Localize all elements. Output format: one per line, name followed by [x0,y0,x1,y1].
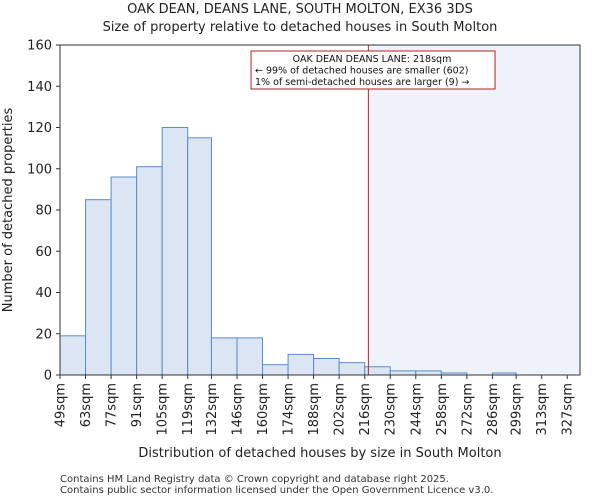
footer-line-2: Contains public sector information licen… [60,485,494,496]
y-tick-label: 120 [27,121,52,136]
x-tick-label: 327sqm [561,383,576,436]
y-tick-label: 0 [44,369,52,384]
histogram-bar [338,362,366,376]
x-tick-label: 132sqm [205,383,220,436]
x-tick-label: 188sqm [307,383,322,436]
larger-region-shade [368,45,580,375]
bars-group [59,127,517,376]
histogram-bar [262,364,289,376]
x-tick-label: 272sqm [460,383,475,436]
x-tick-label: 299sqm [510,383,525,436]
chart-title: OAK DEAN, DEANS LANE, SOUTH MOLTON, EX36… [127,2,473,17]
y-tick-label: 160 [27,39,52,54]
histogram-bar [187,137,212,376]
histogram-bar [389,370,417,376]
x-tick-label: 160sqm [256,383,271,436]
histogram-bar [415,370,442,376]
histogram-bar [85,199,112,376]
histogram-bar [110,176,138,376]
histogram-bar [236,337,264,376]
x-tick-label: 286sqm [486,383,501,436]
x-tick-label: 119sqm [181,383,196,436]
x-tick-label: 313sqm [535,383,550,436]
x-axis-ticks: 49sqm 63sqm 77sqm 91sqm 105sqm 119sqm 132sqm 14… [54,375,576,436]
y-tick-label: 100 [27,162,52,177]
x-tick-label: 77sqm [105,383,120,427]
footer-line-1: Contains HM Land Registry data © Crown c… [60,474,449,485]
x-tick-label: 244sqm [409,383,424,436]
y-tick-label: 60 [35,245,52,260]
annotation-box: OAK DEAN DEANS LANE: 218sqm ← 99% of det… [250,50,496,90]
annotation-line-3: 1% of semi-detached houses are larger (9… [255,77,469,88]
x-axis-label: Distribution of detached houses by size … [138,446,501,461]
y-axis-label: Number of detached properties [1,108,16,313]
x-tick-label: 105sqm [156,383,171,436]
x-tick-label: 174sqm [282,383,297,436]
histogram-bar [136,166,163,376]
x-tick-label: 202sqm [333,383,348,436]
x-tick-label: 91sqm [130,383,145,427]
plot-frame [59,44,581,376]
x-tick-label: 230sqm [384,383,399,436]
y-tick-label: 80 [35,204,52,219]
histogram-bar [287,353,315,376]
y-tick-label: 20 [35,327,52,342]
y-axis-ticks: 0 20 40 60 80 100 120 140 160 [27,39,60,384]
annotation-line-1: OAK DEAN DEANS LANE: 218sqm [293,54,452,65]
x-tick-label: 63sqm [79,383,94,427]
x-tick-label: 49sqm [54,383,69,427]
histogram-bar [59,335,87,376]
histogram-bar [161,127,189,376]
annotation-border [250,50,496,90]
y-tick-label: 140 [27,80,52,95]
annotation-line-2: ← 99% of detached houses are smaller (60… [255,66,468,77]
chart-subtitle: Size of property relative to detached ho… [102,20,498,35]
y-tick-label: 40 [35,286,52,301]
x-tick-label: 146sqm [230,383,245,436]
x-tick-label: 216sqm [358,383,373,436]
x-tick-label: 258sqm [435,383,450,436]
histogram-bar [210,337,238,376]
histogram-bar [313,358,340,376]
